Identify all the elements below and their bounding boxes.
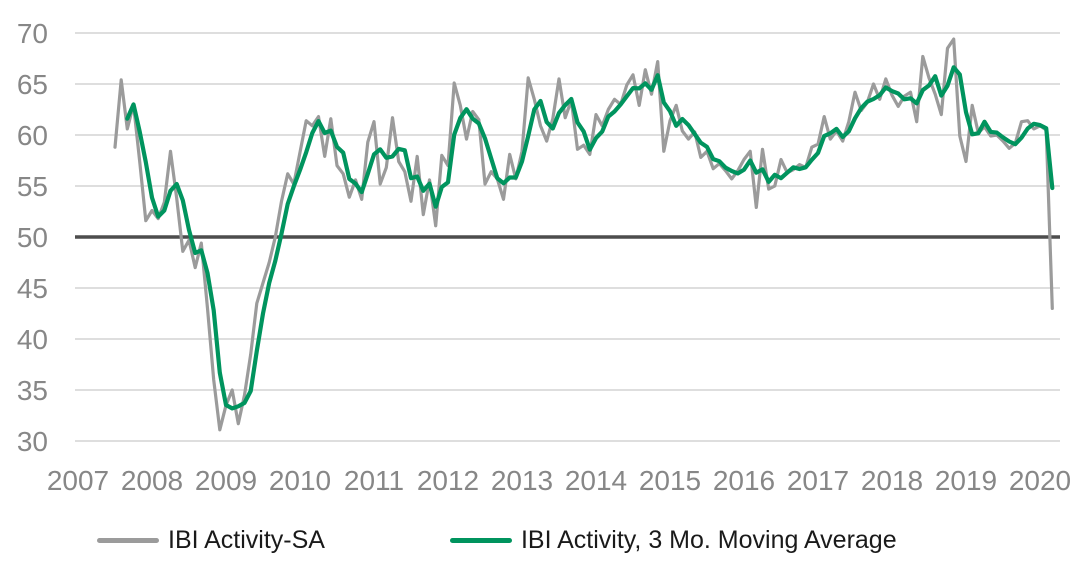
legend-label-moving-average: IBI Activity, 3 Mo. Moving Average [520, 525, 897, 554]
x-axis-tick-label: 2013 [491, 465, 553, 496]
series-line-ibi-activity-3mo-moving-average [125, 65, 1055, 411]
x-axis-tick-label: 2010 [269, 465, 331, 496]
x-axis-tick-label: 2011 [344, 465, 404, 496]
x-axis-tick-label: 2016 [713, 465, 775, 496]
x-axis-tick-label: 2020 [1009, 465, 1071, 496]
legend-item-moving-average: IBI Activity, 3 Mo. Moving Average [449, 525, 897, 555]
x-axis-tick-label: 2015 [639, 465, 701, 496]
y-axis-tick-label: 65 [17, 69, 48, 100]
y-axis-tick-label: 40 [17, 324, 48, 355]
x-axis-tick-label: 2014 [565, 465, 627, 496]
x-axis-tick-label: 2008 [121, 465, 183, 496]
x-axis-tick-label: 2012 [417, 465, 479, 496]
legend: IBI Activity-SA IBI Activity, 3 Mo. Movi… [97, 524, 897, 556]
y-axis-tick-label: 60 [17, 120, 48, 151]
legend-swatch-moving-average-line [449, 537, 512, 543]
y-axis-tick-label: 50 [17, 222, 48, 253]
x-axis-tick-label: 2019 [935, 465, 997, 496]
legend-swatch-sa-line [97, 537, 159, 543]
y-axis-tick-label: 55 [17, 171, 48, 202]
x-axis-tick-label: 2017 [787, 465, 849, 496]
y-axis-tick-label: 35 [17, 375, 48, 406]
x-axis-tick-label: 2009 [195, 465, 257, 496]
x-axis-tick-label: 2018 [861, 465, 923, 496]
legend-item-sa: IBI Activity-SA [97, 526, 325, 555]
y-axis-tick-label: 70 [17, 18, 48, 49]
legend-label-sa: IBI Activity-SA [168, 525, 325, 554]
x-axis-tick-label: 2007 [47, 465, 109, 496]
y-axis-tick-label: 30 [17, 426, 48, 457]
series-line-ibi-activity-sa [113, 37, 1054, 432]
y-axis-tick-label: 45 [17, 273, 48, 304]
